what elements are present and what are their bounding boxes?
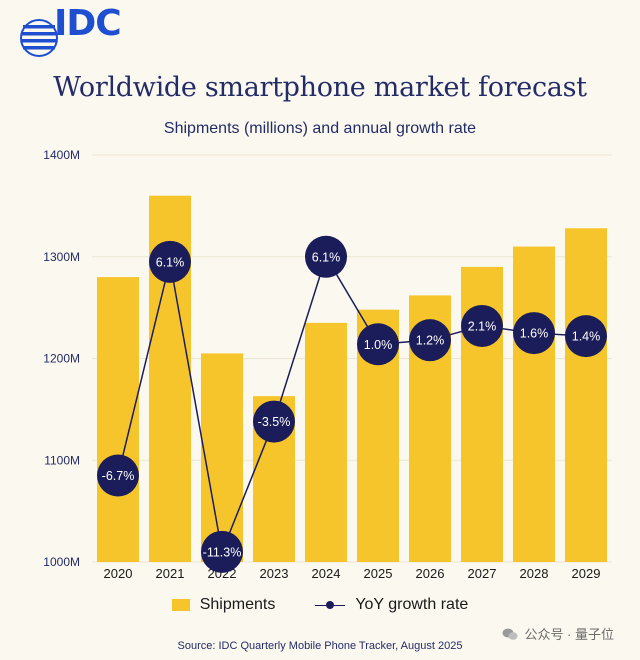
y-tick-label: 1300M [43, 250, 80, 264]
growth-marker-2027 [461, 304, 503, 347]
growth-marker-2029 [565, 315, 607, 358]
growth-label-2023: -3.5% [258, 415, 291, 429]
watermark-text: 公众号 · 量子位 [524, 627, 614, 642]
x-tick-label: 2023 [260, 566, 289, 581]
growth-marker-2028 [513, 312, 555, 355]
growth-label-2028: 1.6% [520, 327, 549, 341]
growth-marker-2025 [357, 323, 399, 366]
logo-text: IDC [54, 3, 122, 44]
growth-label-2025: 1.0% [364, 338, 393, 352]
x-tick-label: 2025 [364, 566, 393, 581]
growth-marker-2026 [409, 319, 451, 362]
x-tick-label: 2026 [416, 566, 445, 581]
x-tick-label: 2029 [572, 566, 601, 581]
source-note: Source: IDC Quarterly Mobile Phone Track… [177, 640, 463, 652]
legend: Shipments YoY growth rate [0, 596, 640, 614]
growth-label-2021: 6.1% [156, 255, 185, 269]
growth-label-2022: -11.3% [203, 545, 242, 559]
x-tick-label: 2028 [520, 566, 549, 581]
bar-swatch-icon [171, 599, 190, 611]
y-tick-label: 1400M [43, 148, 80, 162]
legend-item-shipments: Shipments [171, 596, 276, 614]
growth-label-2026: 1.2% [416, 334, 445, 348]
growth-marker-2021 [149, 240, 191, 283]
legend-label-growth: YoY growth rate [355, 596, 469, 613]
bar-2022 [201, 353, 243, 562]
growth-line [117, 254, 587, 555]
line-marker-icon [315, 599, 346, 611]
y-tick-label: 1100M [44, 453, 80, 467]
bar-2024 [305, 322, 347, 562]
bar-2029 [565, 228, 607, 562]
growth-label-2029: 1.4% [572, 330, 601, 344]
x-tick-label: 2020 [104, 566, 133, 581]
y-axis-ticks: 1000M 1100M 1200M 1300M 1400M [43, 148, 80, 569]
growth-markers: -6.7% 6.1% -11.3% -3.5% 6.1% 1.0% 1.2% 2.1% 1.6%… [97, 235, 607, 573]
growth-marker-2020 [97, 454, 139, 497]
wechat-icon [502, 628, 518, 640]
x-axis-ticks: 2020 2021 2022 2023 2024 2025 2026 2027 2028 2029 [104, 566, 601, 581]
growth-label-2024: 6.1% [312, 250, 341, 264]
growth-label-2027: 2.1% [468, 319, 497, 333]
legend-label-shipments: Shipments [199, 596, 276, 613]
idc-logo [20, 19, 58, 57]
growth-marker-2022 [201, 530, 243, 573]
legend-item-growth: YoY growth rate [315, 596, 468, 614]
growth-label-2020: -6.7% [102, 469, 135, 483]
y-tick-label: 1200M [43, 352, 80, 366]
chart-title: Worldwide smartphone market forecast [53, 72, 587, 103]
globe-icon [20, 19, 58, 57]
y-tick-label: 1000M [43, 555, 80, 569]
growth-marker-2023 [253, 400, 295, 443]
x-tick-label: 2024 [312, 566, 341, 581]
bar-2020 [97, 277, 139, 562]
x-tick-label: 2021 [156, 566, 185, 581]
x-tick-label: 2027 [468, 566, 497, 581]
bar-2028 [513, 246, 555, 562]
watermark: 公众号 · 量子位 [502, 624, 614, 643]
growth-marker-2024 [305, 235, 347, 278]
chart-subtitle: Shipments (millions) and annual growth r… [163, 120, 477, 137]
